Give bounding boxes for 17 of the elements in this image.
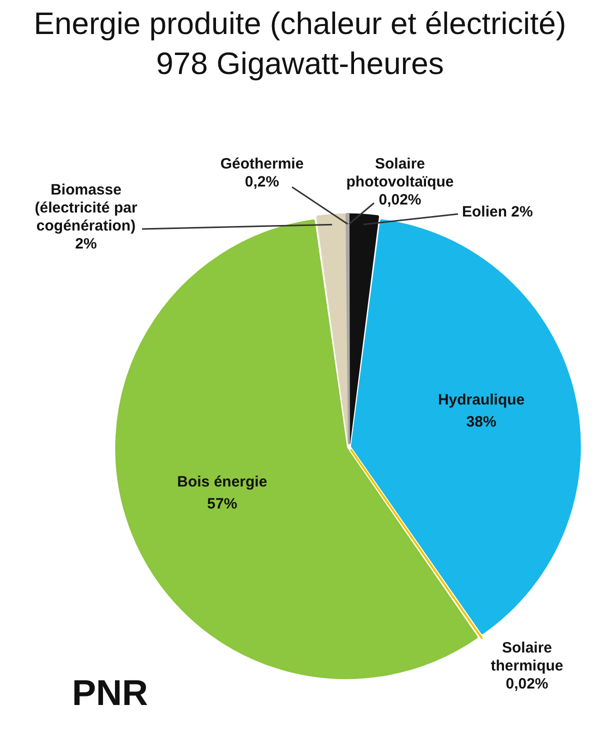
data-label: 0,02% (506, 676, 548, 693)
text: PNR (72, 672, 148, 713)
chart-title: Energie produite (chaleur et électricité) (32, 5, 568, 43)
slice-label: Hydraulique (438, 391, 525, 408)
data-label: 57% (207, 495, 238, 512)
slice-label: Eolien (462, 204, 508, 221)
slice-label: Solaire thermique (490, 640, 564, 675)
slice-label: Solaire photovoltaïque (346, 156, 454, 191)
chart-subtitle: 978 Gigawatt-heures (155, 45, 445, 83)
slice-label: Géothermie (220, 156, 304, 173)
data-label: 0,2% (244, 174, 280, 191)
slice-label: Biomasse (électricité par cogénération) (34, 182, 138, 235)
data-label: 2% (511, 204, 533, 221)
data-label: 0,02% (378, 192, 422, 209)
data-label: 38% (466, 413, 496, 430)
slice-label: Bois énergie (177, 473, 268, 490)
data-label: 2% (75, 236, 97, 253)
